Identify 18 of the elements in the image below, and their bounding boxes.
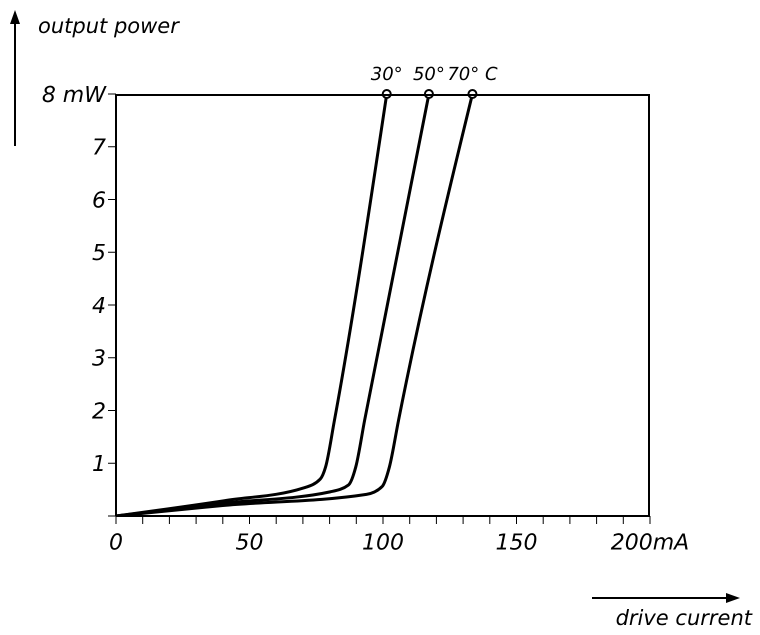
x-tick-label: 150	[496, 530, 538, 556]
x-tick-label: 100	[362, 530, 404, 556]
series-label: 50°	[412, 64, 445, 85]
series-label: 30°	[370, 64, 403, 85]
y-tick-label: 6	[92, 188, 106, 214]
y-axis-title: output power	[38, 14, 179, 38]
x-tick-label: 200mA	[610, 530, 690, 556]
y-tick-label: 3	[92, 346, 106, 372]
x-tick-label: 50	[236, 530, 264, 556]
x-axis-title: drive current	[616, 606, 752, 630]
x-tick-label: 0	[109, 530, 123, 556]
series-label: 70° C	[447, 64, 498, 85]
y-tick-label: 4	[92, 294, 106, 319]
y-tick-label: 1	[92, 452, 106, 478]
y-tick-label: 2	[92, 399, 106, 424]
y-tick-label: 5	[92, 241, 106, 266]
y-tick-label: 8 mW	[42, 82, 108, 108]
y-tick-label: 7	[92, 136, 106, 161]
